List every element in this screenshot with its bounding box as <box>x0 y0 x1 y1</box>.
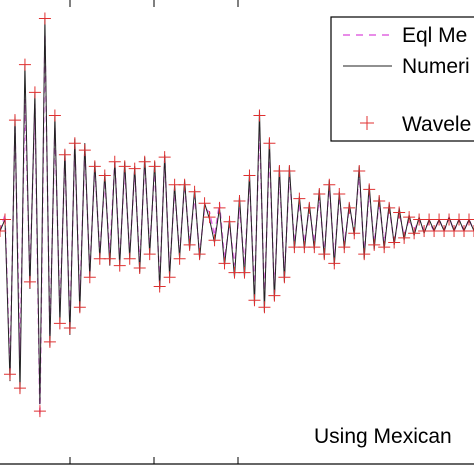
data-point-wavele <box>158 151 171 164</box>
data-point-wavele <box>38 12 51 25</box>
data-point-wavele <box>323 178 336 191</box>
data-point-wavele <box>163 271 176 284</box>
legend: Eql Me Numeri Wavele <box>330 16 474 142</box>
data-point-wavele <box>338 241 351 254</box>
data-point-wavele <box>0 225 6 237</box>
data-point-wavele <box>333 188 346 201</box>
data-point-wavele <box>118 160 131 173</box>
data-point-wavele <box>293 192 306 205</box>
legend-label-wavelet: Wavele <box>402 113 471 136</box>
data-point-wavele <box>278 271 291 284</box>
data-point-wavele <box>363 183 376 196</box>
data-point-wavele <box>0 213 11 226</box>
data-point-wavele <box>468 225 474 237</box>
data-point-wavele <box>268 289 281 302</box>
data-point-wavele <box>183 238 196 251</box>
data-point-wavele <box>398 231 411 244</box>
data-point-wavele <box>78 144 91 157</box>
data-point-wavele <box>378 241 391 254</box>
data-point-wavele <box>58 148 71 161</box>
data-point-wavele <box>318 248 331 261</box>
data-point-wavele <box>33 405 46 418</box>
data-point-wavele <box>198 197 211 210</box>
data-point-wavele <box>403 211 416 224</box>
data-point-wavele <box>248 294 261 307</box>
data-point-wavele <box>218 257 231 270</box>
series-markers-wavele <box>0 12 474 418</box>
legend-swatch-wavelet <box>360 116 374 130</box>
data-point-wavele <box>178 178 191 191</box>
data-point-wavele <box>83 271 96 284</box>
data-point-wavele <box>143 248 156 261</box>
data-point-wavele <box>103 252 116 265</box>
method-annotation: Using Mexican <box>314 425 452 448</box>
data-point-wavele <box>393 206 406 219</box>
data-point-wavele <box>223 215 236 228</box>
data-point-wavele <box>128 162 141 175</box>
data-point-wavele <box>13 382 26 395</box>
data-point-wavele <box>383 201 396 214</box>
data-point-wavele <box>53 317 66 330</box>
data-point-wavele <box>153 280 166 293</box>
data-point-wavele <box>148 160 161 173</box>
data-point-wavele <box>3 368 16 381</box>
series-line-numeri <box>0 18 474 405</box>
data-point-wavele <box>108 155 121 168</box>
data-point-wavele <box>8 114 21 127</box>
data-point-wavele <box>68 137 81 150</box>
data-point-wavele <box>238 266 251 279</box>
data-point-wavele <box>23 275 36 288</box>
data-point-wavele <box>368 238 381 251</box>
data-point-wavele <box>388 236 401 249</box>
data-point-wavele <box>303 201 316 214</box>
data-point-wavele <box>343 201 356 214</box>
data-point-wavele <box>188 185 201 198</box>
data-point-wavele <box>123 252 136 265</box>
data-point-wavele <box>133 261 146 274</box>
data-point-wavele <box>88 160 101 173</box>
data-point-wavele <box>73 301 86 314</box>
data-point-wavele <box>348 227 361 240</box>
data-point-wavele <box>373 194 386 207</box>
data-point-wavele <box>283 164 296 177</box>
data-point-wavele <box>463 213 474 226</box>
data-point-wavele <box>208 234 221 247</box>
legend-label-numeric: Numeri <box>402 55 470 78</box>
data-point-wavele <box>313 188 326 201</box>
data-point-wavele <box>233 194 246 207</box>
data-point-wavele <box>408 227 421 240</box>
data-point-wavele <box>98 169 111 182</box>
data-point-wavele <box>173 252 186 265</box>
data-point-wavele <box>193 248 206 261</box>
data-point-wavele <box>28 86 41 99</box>
data-point-wavele <box>43 335 56 348</box>
data-point-wavele <box>308 241 321 254</box>
legend-label-eql: Eql Me <box>402 24 467 47</box>
data-point-wavele <box>258 301 271 314</box>
data-point-wavele <box>48 109 61 122</box>
data-point-wavele <box>113 259 126 272</box>
data-point-wavele <box>18 58 31 71</box>
data-point-wavele <box>358 248 371 261</box>
data-point-wavele <box>243 169 256 182</box>
series-layer <box>0 12 474 418</box>
data-point-wavele <box>253 109 266 122</box>
data-point-wavele <box>353 164 366 177</box>
x-axis-ticks <box>69 0 239 464</box>
data-point-wavele <box>138 155 151 168</box>
legend-box <box>330 16 474 142</box>
data-point-wavele <box>203 211 216 224</box>
data-point-wavele <box>63 322 76 335</box>
data-point-wavele <box>263 137 276 150</box>
data-point-wavele <box>328 257 341 270</box>
data-point-wavele <box>213 201 226 214</box>
